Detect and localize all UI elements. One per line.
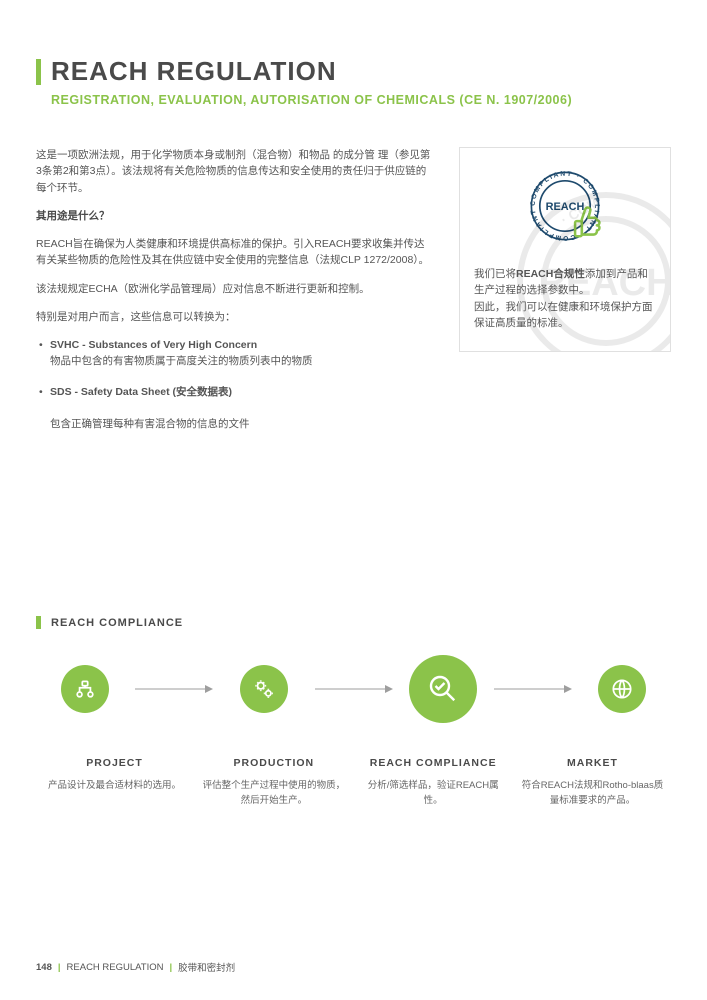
section-accent-bar [36,616,41,629]
lead-in-paragraph: 特别是对用户而言，这些信息可以转换为： [36,309,431,325]
bullet-sds-title: SDS - Safety Data Sheet (安全数据表) [50,386,232,398]
bullet-svhc: SVHC - Substances of Very High Concern 物… [50,337,431,370]
arrow-icon [315,677,393,701]
arrow-icon [135,677,213,701]
page-subtitle: REGISTRATION, EVALUATION, AUTORISATION O… [51,93,671,107]
flow-label-production: PRODUCTION 评估整个生产过程中使用的物质，然后开始生产。 [201,757,346,808]
flow-row [36,655,671,723]
section-header: REACH COMPLIANCE [36,616,671,629]
card-line2: 因此，我们可以在健康和环境保护方面保证高质量的标准。 [474,301,653,329]
flow-title: PROJECT [42,757,187,769]
page-title: REACH REGULATION [51,56,337,87]
svg-text:REACH: REACH [546,201,585,213]
market-icon [598,665,646,713]
section-title: REACH COMPLIANCE [51,617,183,629]
bullet-svhc-title: SVHC - Substances of Very High Concern [50,339,257,351]
card-line1-pre: 我们已将 [474,268,516,280]
bullet-sds-desc: 包含正确管理每种有害混合物的信息的文件 [50,418,250,430]
intro-paragraph: 这是一项欧洲法规，用于化学物质本身或制剂（混合物）和物品 的成分管 理（参见第3… [36,147,431,196]
flow-title: PRODUCTION [201,757,346,769]
flow-desc: 评估整个生产过程中使用的物质，然后开始生产。 [201,779,346,808]
footer-sep: | [169,962,172,973]
accent-bar [36,59,41,85]
flow-title: REACH COMPLIANCE [361,757,506,769]
bullet-svhc-desc: 物品中包含的有害物质属于高度关注的物质列表中的物质 [50,355,313,367]
flow-label-project: PROJECT 产品设计及最合适材料的选用。 [42,757,187,808]
page-title-row: REACH REGULATION [36,56,671,87]
flow-node-market [580,665,665,713]
arrow-icon [494,677,572,701]
reach-stamp-icon: COMPLIANT · COMPLIANT · COMPLIANT · REAC… [523,164,607,248]
flow-node-compliance [401,655,486,723]
footer-sep: | [58,962,61,973]
flow-desc: 分析/筛选样品，验证REACH属性。 [361,779,506,808]
page-footer: 148 | REACH REGULATION | 胶带和密封剂 [36,960,235,974]
compliance-card: COMPLIANT · COMPLIANT · COMPLIANT · REAC… [459,147,671,352]
flow-node-project [42,665,127,713]
flow-desc: 符合REACH法规和Rotho-blaas质量标准要求的产品。 [520,779,665,808]
production-icon [240,665,288,713]
flow-node-production [221,665,306,713]
flow-label-compliance: REACH COMPLIANCE 分析/筛选样品，验证REACH属性。 [361,757,506,808]
echa-paragraph: 该法规规定ECHA（欧洲化学品管理局）应对信息不断进行更新和控制。 [36,281,431,297]
bullet-sds: SDS - Safety Data Sheet (安全数据表) 包含正确管理每种… [50,384,431,433]
flow-desc: 产品设计及最合适材料的选用。 [42,779,187,794]
card-body: 我们已将REACH合规性添加到产品和生产过程的选择参数中。 因此，我们可以在健康… [474,266,656,331]
page-number: 148 [36,962,52,973]
card-line1-strong: REACH合规性 [516,268,585,280]
flow-title: MARKET [520,757,665,769]
answer-paragraph: REACH旨在确保为人类健康和环境提供高标准的保护。引入REACH要求收集并传达… [36,236,431,269]
flow-label-market: MARKET 符合REACH法规和Rotho-blaas质量标准要求的产品。 [520,757,665,808]
main-text-column: 这是一项欧洲法规，用于化学物质本身或制剂（混合物）和物品 的成分管 理（参见第3… [36,147,431,446]
footer-section: REACH REGULATION [67,962,164,973]
footer-tail: 胶带和密封剂 [178,960,235,974]
question-heading: 其用途是什么？ [36,208,431,224]
compliance-icon [409,655,477,723]
project-icon [61,665,109,713]
